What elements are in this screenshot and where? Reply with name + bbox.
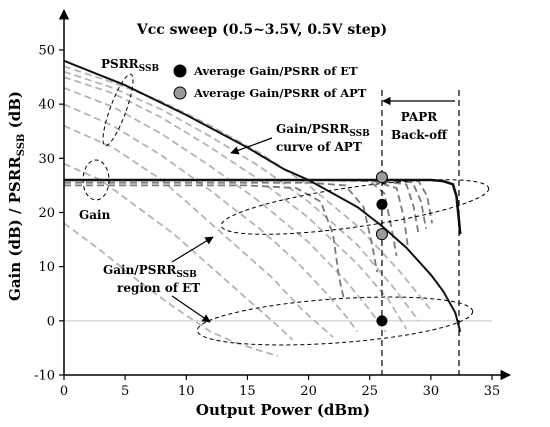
et-psrr-curve-0 — [63, 222, 279, 357]
x-tick-label: 20 — [300, 384, 317, 399]
y-axis-title-base: Gain (dB) / PSRR — [6, 156, 24, 301]
chart-title: Vcc sweep (0.5~3.5V, 0.5V step) — [136, 22, 387, 38]
y-tick-label: 50 — [38, 44, 55, 59]
legend: Average Gain/PSRR of ET Average Gain/PSR… — [173, 64, 367, 100]
y-tick-label: 40 — [38, 98, 55, 113]
psrr-label-sub: SSB — [139, 64, 160, 74]
x-tick-label: 35 — [484, 384, 501, 399]
et-region-label-line2: region of ET — [117, 281, 200, 295]
legend-et-marker — [173, 64, 187, 78]
y-axis-title: Gain (dB) / PSRRSSB (dB) — [6, 91, 27, 301]
apt-curve-label-base: Gain/PSRR — [276, 122, 350, 136]
x-axis-title: Output Power (dBm) — [196, 401, 370, 419]
axes — [58, 8, 512, 381]
x-tick-label: 30 — [423, 384, 440, 399]
et-gain-curve-1 — [64, 181, 378, 273]
x-ticks: 0 5 10 15 20 25 30 35 — [60, 375, 500, 399]
et-region-ellipse — [196, 296, 474, 346]
annotation-ellipses — [82, 73, 490, 346]
y-tick-label: 10 — [38, 260, 55, 275]
marker-points — [375, 171, 388, 327]
papr-label-line1: PAPR — [401, 110, 438, 124]
et-region-label-line1: Gain/PSRRSSB — [103, 263, 197, 280]
et-gain-curve-5 — [64, 179, 427, 229]
apt-region-ellipse — [220, 179, 490, 235]
y-tick-label: 30 — [38, 152, 55, 167]
apt-psrr-curve — [63, 59, 462, 332]
et-psrr-curves — [63, 65, 432, 357]
et-region-label-sub: SSB — [176, 270, 197, 280]
psrr-ellipse — [102, 73, 134, 147]
x-tick-label: 5 — [121, 384, 129, 399]
x-tick-label: 0 — [60, 384, 68, 399]
y-axis-title-sub: SSB — [16, 134, 27, 157]
et-region-arrow-down — [171, 295, 211, 323]
x-tick-label: 15 — [239, 384, 256, 399]
apt-curve-arrow — [230, 137, 273, 155]
y-tick-label: 20 — [38, 206, 55, 221]
et-psrr-curve-4 — [63, 87, 387, 333]
y-tick-label: 0 — [47, 314, 55, 329]
et-average-point-1 — [376, 315, 388, 327]
apt-curve-label-sub: SSB — [349, 129, 370, 139]
et-region-label-base: Gain/PSRR — [103, 263, 177, 277]
apt-average-point-0 — [375, 171, 388, 184]
gain-ellipse — [82, 159, 110, 201]
x-tick-label: 25 — [361, 384, 378, 399]
et-psrr-curve-6 — [63, 70, 420, 322]
et-gain-curve-3 — [64, 179, 409, 246]
y-ticks: -10 0 10 20 30 40 50 — [34, 44, 64, 384]
x-tick-label: 10 — [178, 384, 195, 399]
et-psrr-curve-7 — [63, 65, 432, 311]
apt-curves — [63, 59, 462, 332]
et-gain-curve-0 — [64, 184, 345, 300]
et-psrr-curve-2 — [63, 124, 334, 338]
et-psrr-curve-3 — [63, 103, 359, 333]
psrr-label-base: PSRR — [101, 57, 140, 71]
psrr-label: PSRRSSB — [101, 57, 159, 74]
papr-label-line2: Back-off — [391, 128, 448, 142]
gain-label: Gain — [79, 208, 111, 222]
y-tick-label: -10 — [34, 369, 55, 384]
et-psrr-curve-1 — [63, 162, 294, 341]
apt-average-point-1 — [375, 228, 388, 241]
legend-apt-marker — [173, 86, 187, 100]
legend-apt-label: Average Gain/PSRR of APT — [193, 86, 367, 100]
y-axis-title-tail: (dB) — [6, 91, 24, 134]
legend-et-label: Average Gain/PSRR of ET — [193, 64, 358, 78]
apt-curve-label-line2: curve of APT — [276, 140, 362, 154]
apt-gain-curve — [64, 178, 462, 235]
et-average-point-0 — [376, 198, 388, 210]
apt-curve-label-line1: Gain/PSRRSSB — [276, 122, 370, 139]
et-region-arrow-up — [171, 236, 214, 263]
